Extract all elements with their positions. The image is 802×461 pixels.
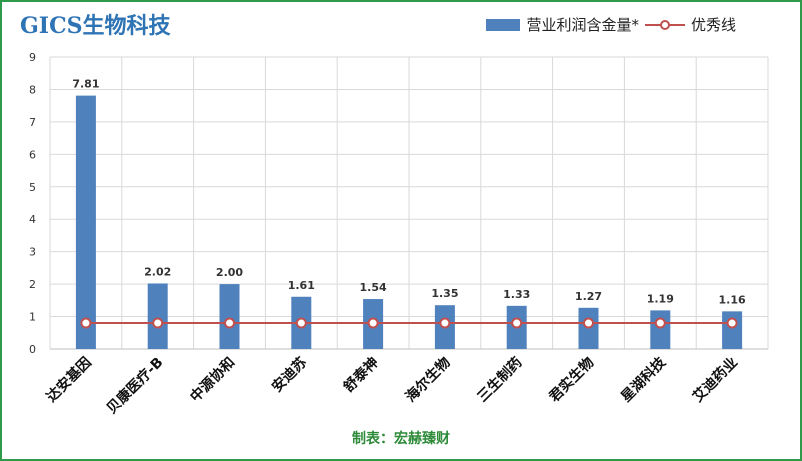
bar: [219, 284, 240, 349]
y-tick-label: 2: [29, 278, 36, 291]
y-tick-label: 3: [29, 246, 36, 259]
data-label: 1.54: [360, 281, 387, 294]
chart-title: GICS生物科技: [20, 13, 171, 39]
y-tick-label: 4: [29, 213, 36, 226]
chart-credit: 制表：宏赫臻财: [352, 431, 450, 447]
x-tick-label: 海尔生物: [402, 354, 454, 406]
line-marker: [152, 317, 164, 329]
line-marker: [439, 317, 451, 329]
line-marker: [295, 317, 307, 329]
legend-line-label: 优秀线: [690, 16, 736, 34]
x-tick-label: 安迪苏: [268, 354, 310, 396]
line-marker: [726, 317, 738, 329]
line-marker: [80, 317, 92, 329]
line-marker: [583, 317, 594, 329]
x-tick-label: 艾迪药业: [689, 354, 741, 406]
bar: [147, 283, 168, 349]
data-label: 1.27: [575, 290, 602, 303]
line-marker: [367, 317, 379, 329]
y-tick-label: 7: [29, 116, 36, 129]
x-tick-label: 中源协和: [187, 354, 239, 406]
y-tick-label: 8: [29, 83, 36, 96]
data-label: 2.00: [216, 266, 243, 279]
legend-bar-label: 营业利润含金量*: [526, 16, 639, 34]
line-marker: [224, 317, 235, 329]
data-label: 2.02: [144, 265, 171, 278]
y-tick-label: 5: [29, 181, 36, 194]
data-label: 1.35: [431, 287, 458, 300]
bar: [650, 310, 671, 349]
data-label: 1.19: [647, 292, 674, 305]
bar: [722, 311, 743, 349]
legend: 营业利润含金量* 优秀线: [486, 14, 736, 35]
data-label: 1.33: [503, 288, 530, 301]
x-tick-label: 舒泰神: [340, 354, 382, 396]
line-marker: [654, 317, 666, 329]
data-label: 1.16: [719, 293, 746, 306]
legend-bar-swatch: [486, 18, 521, 31]
x-tick-label: 三生制药: [474, 354, 526, 406]
legend-line-swatch: [644, 19, 685, 30]
line-marker: [511, 317, 523, 329]
y-tick-label: 1: [29, 311, 36, 324]
y-tick-label: 0: [29, 343, 36, 356]
y-tick-label: 6: [29, 148, 36, 161]
y-tick-label: 9: [29, 51, 36, 64]
x-tick-label: 君实生物: [545, 354, 597, 406]
x-tick-label: 贝康医疗-B: [103, 354, 166, 417]
bar: [75, 95, 96, 349]
x-tick-label: 达安基因: [43, 354, 95, 406]
data-label: 7.81: [72, 78, 99, 91]
x-tick-label: 星湖科技: [618, 353, 670, 405]
data-label: 1.61: [288, 279, 315, 292]
